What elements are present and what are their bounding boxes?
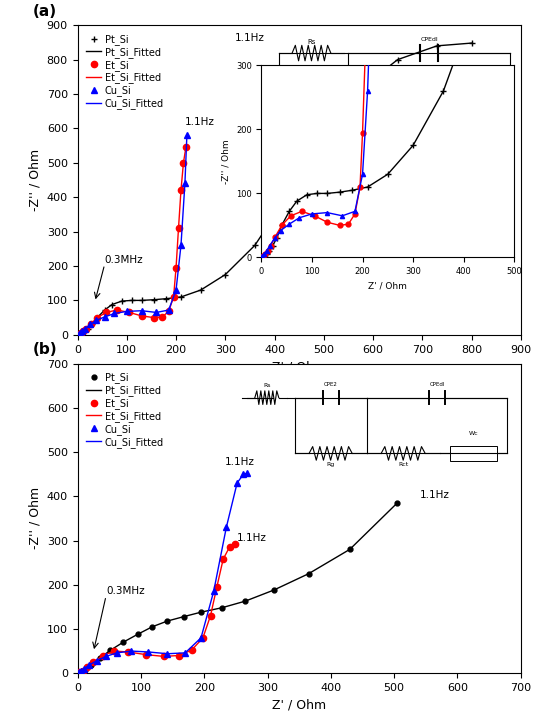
Text: Rs: Rs xyxy=(307,39,316,45)
Text: 1.1Hz: 1.1Hz xyxy=(419,490,449,500)
Y-axis label: -Z'' / Ohm: -Z'' / Ohm xyxy=(28,487,41,549)
Legend: Pt_Si, Pt_Si_Fitted, Et_Si, Et_Si_Fitted, Cu_Si, Cu_Si_Fitted: Pt_Si, Pt_Si_Fitted, Et_Si, Et_Si_Fitted… xyxy=(83,30,168,113)
Text: W: W xyxy=(470,81,476,86)
Text: 1.1Hz: 1.1Hz xyxy=(225,457,255,467)
Text: Wc: Wc xyxy=(469,431,479,436)
Text: 1.1Hz: 1.1Hz xyxy=(185,117,215,127)
Y-axis label: -Z'' / Ohm: -Z'' / Ohm xyxy=(28,149,41,211)
Text: Rs: Rs xyxy=(263,384,270,388)
Legend: Pt_Si, Pt_Si_Fitted, Et_Si, Et_Si_Fitted, Cu_Si, Cu_Si_Fitted: Pt_Si, Pt_Si_Fitted, Et_Si, Et_Si_Fitted… xyxy=(83,369,168,451)
Text: CPEdl: CPEdl xyxy=(420,37,438,42)
Text: 1.1Hz: 1.1Hz xyxy=(235,32,265,42)
Text: (a): (a) xyxy=(33,4,58,19)
X-axis label: Z' / Ohm: Z' / Ohm xyxy=(272,360,326,373)
X-axis label: Z' / Ohm: Z' / Ohm xyxy=(272,698,326,711)
Text: CPE2: CPE2 xyxy=(324,382,337,387)
Text: 0.3MHz: 0.3MHz xyxy=(106,585,145,595)
Text: Rg: Rg xyxy=(326,462,335,467)
Text: Rct: Rct xyxy=(398,462,408,467)
Text: Rct: Rct xyxy=(388,112,398,117)
Text: CPEdl: CPEdl xyxy=(429,382,445,387)
Text: 1.1Hz: 1.1Hz xyxy=(237,534,266,544)
Text: 0.3MHz: 0.3MHz xyxy=(105,255,143,264)
Text: (b): (b) xyxy=(33,343,58,357)
